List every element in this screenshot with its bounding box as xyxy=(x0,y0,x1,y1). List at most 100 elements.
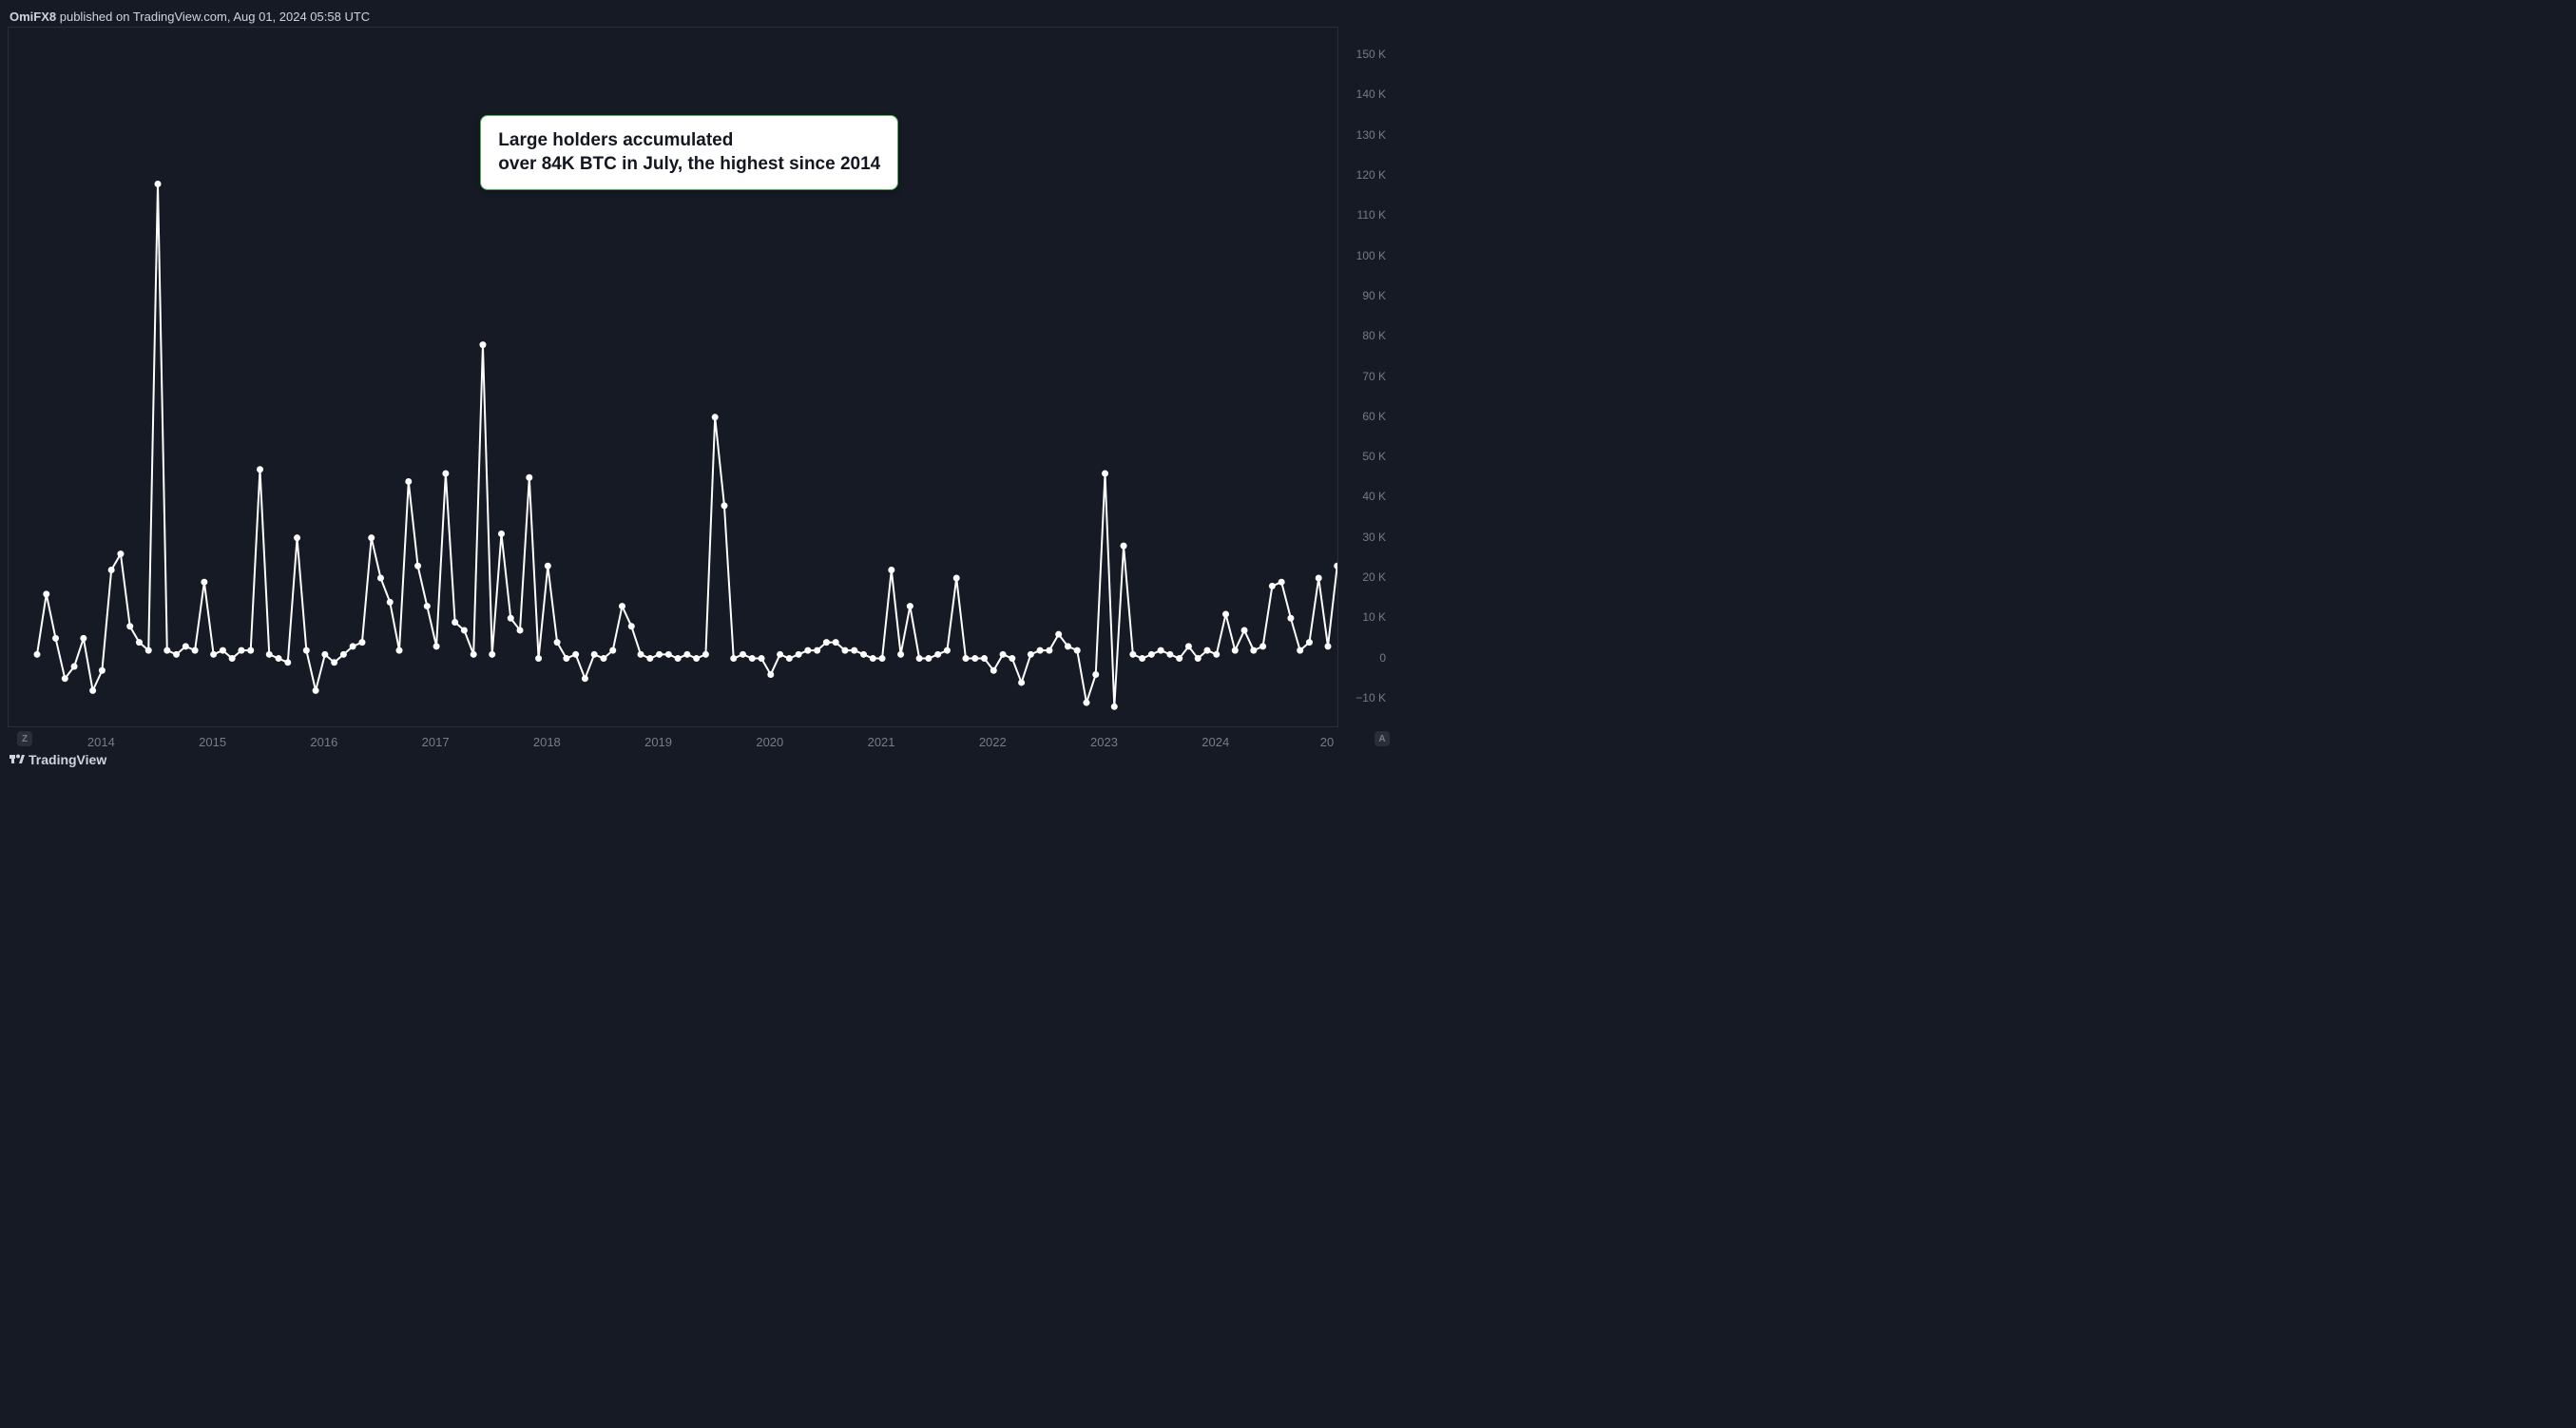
data-point[interactable] xyxy=(266,651,273,658)
data-point[interactable] xyxy=(303,647,310,654)
data-point[interactable] xyxy=(71,664,78,670)
data-point[interactable] xyxy=(387,599,394,606)
data-point[interactable] xyxy=(628,623,635,629)
data-point[interactable] xyxy=(870,655,876,662)
data-point[interactable] xyxy=(1259,643,1266,649)
data-point[interactable] xyxy=(563,655,569,662)
data-point[interactable] xyxy=(526,474,532,481)
data-point[interactable] xyxy=(155,181,162,187)
data-point[interactable] xyxy=(1018,679,1025,685)
chart-plot-area[interactable]: Large holders accumulated over 84K BTC i… xyxy=(8,27,1338,727)
data-point[interactable] xyxy=(508,615,514,622)
annotation-callout[interactable]: Large holders accumulated over 84K BTC i… xyxy=(480,115,898,190)
data-point[interactable] xyxy=(1195,655,1201,662)
data-point[interactable] xyxy=(619,603,625,609)
data-point[interactable] xyxy=(313,687,319,694)
data-point[interactable] xyxy=(173,651,180,658)
data-point[interactable] xyxy=(554,639,561,646)
data-point[interactable] xyxy=(1204,647,1211,654)
data-point[interactable] xyxy=(1158,647,1164,654)
data-point[interactable] xyxy=(796,651,802,658)
data-point[interactable] xyxy=(944,647,951,654)
data-point[interactable] xyxy=(442,471,449,477)
data-point[interactable] xyxy=(43,590,49,597)
data-point[interactable] xyxy=(145,647,152,654)
data-point[interactable] xyxy=(62,675,68,682)
data-point[interactable] xyxy=(1232,647,1239,654)
data-point[interactable] xyxy=(990,667,997,674)
data-point[interactable] xyxy=(1213,651,1220,658)
data-point[interactable] xyxy=(879,655,886,662)
data-point[interactable] xyxy=(89,687,96,694)
data-point[interactable] xyxy=(759,655,765,662)
data-point[interactable] xyxy=(777,651,783,658)
data-point[interactable] xyxy=(1139,655,1145,662)
data-point[interactable] xyxy=(851,647,857,654)
data-point[interactable] xyxy=(1287,615,1294,622)
data-point[interactable] xyxy=(136,639,143,646)
data-point[interactable] xyxy=(117,550,124,557)
data-point[interactable] xyxy=(229,655,236,662)
data-point[interactable] xyxy=(962,655,969,662)
data-point[interactable] xyxy=(638,651,644,658)
data-point[interactable] xyxy=(1102,471,1108,477)
data-point[interactable] xyxy=(1334,563,1337,569)
data-point[interactable] xyxy=(1148,651,1155,658)
data-point[interactable] xyxy=(609,647,616,654)
data-point[interactable] xyxy=(350,643,356,649)
data-point[interactable] xyxy=(238,647,244,654)
data-point[interactable] xyxy=(1129,651,1136,658)
data-point[interactable] xyxy=(953,574,960,581)
data-point[interactable] xyxy=(247,647,254,654)
data-point[interactable] xyxy=(126,623,133,629)
data-point[interactable] xyxy=(461,627,468,633)
data-point[interactable] xyxy=(767,671,774,678)
data-point[interactable] xyxy=(814,647,820,654)
data-point[interactable] xyxy=(1241,627,1248,633)
data-point[interactable] xyxy=(34,651,41,658)
data-point[interactable] xyxy=(108,567,115,573)
data-point[interactable] xyxy=(1325,643,1332,649)
data-point[interactable] xyxy=(414,563,421,569)
data-point[interactable] xyxy=(479,341,486,348)
data-point[interactable] xyxy=(907,603,913,609)
data-point[interactable] xyxy=(358,639,365,646)
data-point[interactable] xyxy=(1037,647,1044,654)
data-point[interactable] xyxy=(600,655,606,662)
data-point[interactable] xyxy=(981,655,988,662)
data-point[interactable] xyxy=(424,603,431,609)
data-point[interactable] xyxy=(192,647,199,654)
data-point[interactable] xyxy=(1065,643,1071,649)
data-point[interactable] xyxy=(683,651,690,658)
data-point[interactable] xyxy=(925,655,932,662)
data-point[interactable] xyxy=(1166,651,1173,658)
auto-badge[interactable]: A xyxy=(1375,731,1390,746)
data-point[interactable] xyxy=(80,635,87,642)
data-point[interactable] xyxy=(1306,639,1313,646)
data-point[interactable] xyxy=(841,647,848,654)
data-point[interactable] xyxy=(396,647,403,654)
data-point[interactable] xyxy=(804,647,811,654)
data-point[interactable] xyxy=(749,655,756,662)
data-point[interactable] xyxy=(183,643,189,649)
zoom-badge[interactable]: Z xyxy=(17,731,32,746)
data-point[interactable] xyxy=(656,651,663,658)
data-point[interactable] xyxy=(163,647,170,654)
data-point[interactable] xyxy=(52,635,59,642)
data-point[interactable] xyxy=(284,659,291,666)
data-point[interactable] xyxy=(489,651,495,658)
data-point[interactable] xyxy=(740,651,746,658)
data-point[interactable] xyxy=(368,534,375,541)
data-point[interactable] xyxy=(517,627,524,633)
data-point[interactable] xyxy=(452,619,458,626)
data-point[interactable] xyxy=(1250,647,1257,654)
data-point[interactable] xyxy=(897,651,904,658)
data-point[interactable] xyxy=(1046,647,1052,654)
data-point[interactable] xyxy=(971,655,978,662)
data-point[interactable] xyxy=(721,502,727,509)
data-point[interactable] xyxy=(1121,543,1127,550)
data-point[interactable] xyxy=(1009,655,1015,662)
data-point[interactable] xyxy=(646,655,653,662)
data-point[interactable] xyxy=(1316,574,1322,581)
data-point[interactable] xyxy=(545,563,551,569)
